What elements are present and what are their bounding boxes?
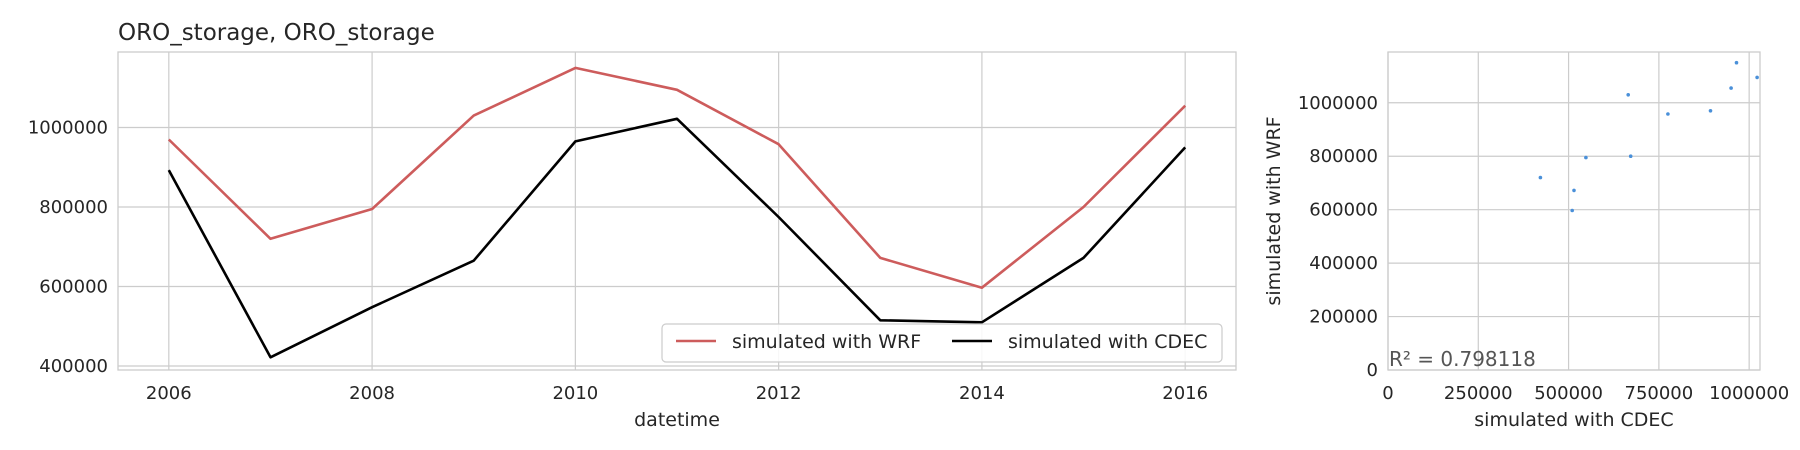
scatter-point <box>1708 109 1713 113</box>
legend-label-wrf: simulated with WRF <box>732 331 921 353</box>
scatter-point <box>1755 75 1759 80</box>
scatter-y-tick-label: 800000 <box>1309 146 1378 167</box>
scatter-chart-grid <box>1387 52 1760 371</box>
line-chart-grid <box>118 52 1236 370</box>
scatter-y-tick-label: 600000 <box>1309 200 1378 221</box>
line-chart-x-ticks: 2006 2008 2010 2012 2014 2016 <box>146 383 1208 404</box>
scatter-x-tick-label: 1000000 <box>1709 383 1789 404</box>
line-y-tick-label: 400000 <box>39 356 108 377</box>
line-chart-x-axis-label: datetime <box>634 409 720 431</box>
series-line-cdec <box>167 117 1187 359</box>
scatter-point <box>1729 86 1733 90</box>
line-y-tick-label: 1000000 <box>28 118 108 139</box>
legend-label-cdec: simulated with CDEC <box>1008 331 1207 353</box>
scatter-x-tick-label: 250000 <box>1444 383 1513 404</box>
line-chart-frame <box>117 51 1237 371</box>
scatter-x-tick-label: 500000 <box>1534 383 1603 404</box>
line-x-tick-label: 2016 <box>1162 383 1208 404</box>
scatter-y-tick-label: 0 <box>1367 360 1378 381</box>
scatter-point <box>1626 93 1630 97</box>
line-x-tick-label: 2010 <box>552 383 598 404</box>
scatter-x-axis-label: simulated with CDEC <box>1474 409 1673 431</box>
legend-box <box>661 323 1223 363</box>
scatter-y-ticks: 0 200000 400000 600000 800000 1000000 <box>1298 93 1378 381</box>
scatter-y-tick-label: 200000 <box>1309 307 1378 328</box>
scatter-x-ticks: 0 250000 500000 750000 1000000 <box>1382 383 1789 404</box>
line-chart-panel: 2006 2008 2010 2012 2014 2016 400000 600000 800… <box>28 20 1237 431</box>
scatter-point <box>1538 175 1543 180</box>
scatter-point <box>1628 154 1633 158</box>
scatter-chart-panel: 0 250000 500000 750000 1000000 0 200000 400000… <box>1263 51 1789 431</box>
series-line-wrf <box>167 66 1187 290</box>
line-y-tick-label: 800000 <box>39 197 108 218</box>
scatter-point <box>1584 155 1588 160</box>
scatter-y-tick-label: 400000 <box>1309 253 1378 274</box>
scatter-chart-frame <box>1387 51 1761 371</box>
scatter-point <box>1666 112 1670 116</box>
scatter-y-tick-label: 1000000 <box>1298 93 1378 114</box>
line-x-tick-label: 2012 <box>756 383 802 404</box>
r-squared-annotation: R² = 0.798118 <box>1389 347 1536 371</box>
chart-title: ORO_storage, ORO_storage <box>118 20 435 46</box>
scatter-x-tick-label: 750000 <box>1625 383 1694 404</box>
scatter-points <box>1538 60 1759 213</box>
scatter-point <box>1734 60 1739 65</box>
scatter-point <box>1572 188 1576 193</box>
line-x-tick-label: 2014 <box>959 383 1005 404</box>
scatter-y-axis-label: simulated with WRF <box>1263 116 1285 305</box>
line-chart-series <box>167 66 1187 359</box>
line-chart-y-ticks: 400000 600000 800000 1000000 <box>28 118 108 378</box>
scatter-point <box>1570 208 1574 213</box>
line-x-tick-label: 2008 <box>349 383 395 404</box>
line-y-tick-label: 600000 <box>39 277 108 298</box>
scatter-x-tick-label: 0 <box>1382 383 1393 404</box>
line-x-tick-label: 2006 <box>146 383 192 404</box>
legend: simulated with WRF simulated with CDEC <box>661 323 1223 363</box>
